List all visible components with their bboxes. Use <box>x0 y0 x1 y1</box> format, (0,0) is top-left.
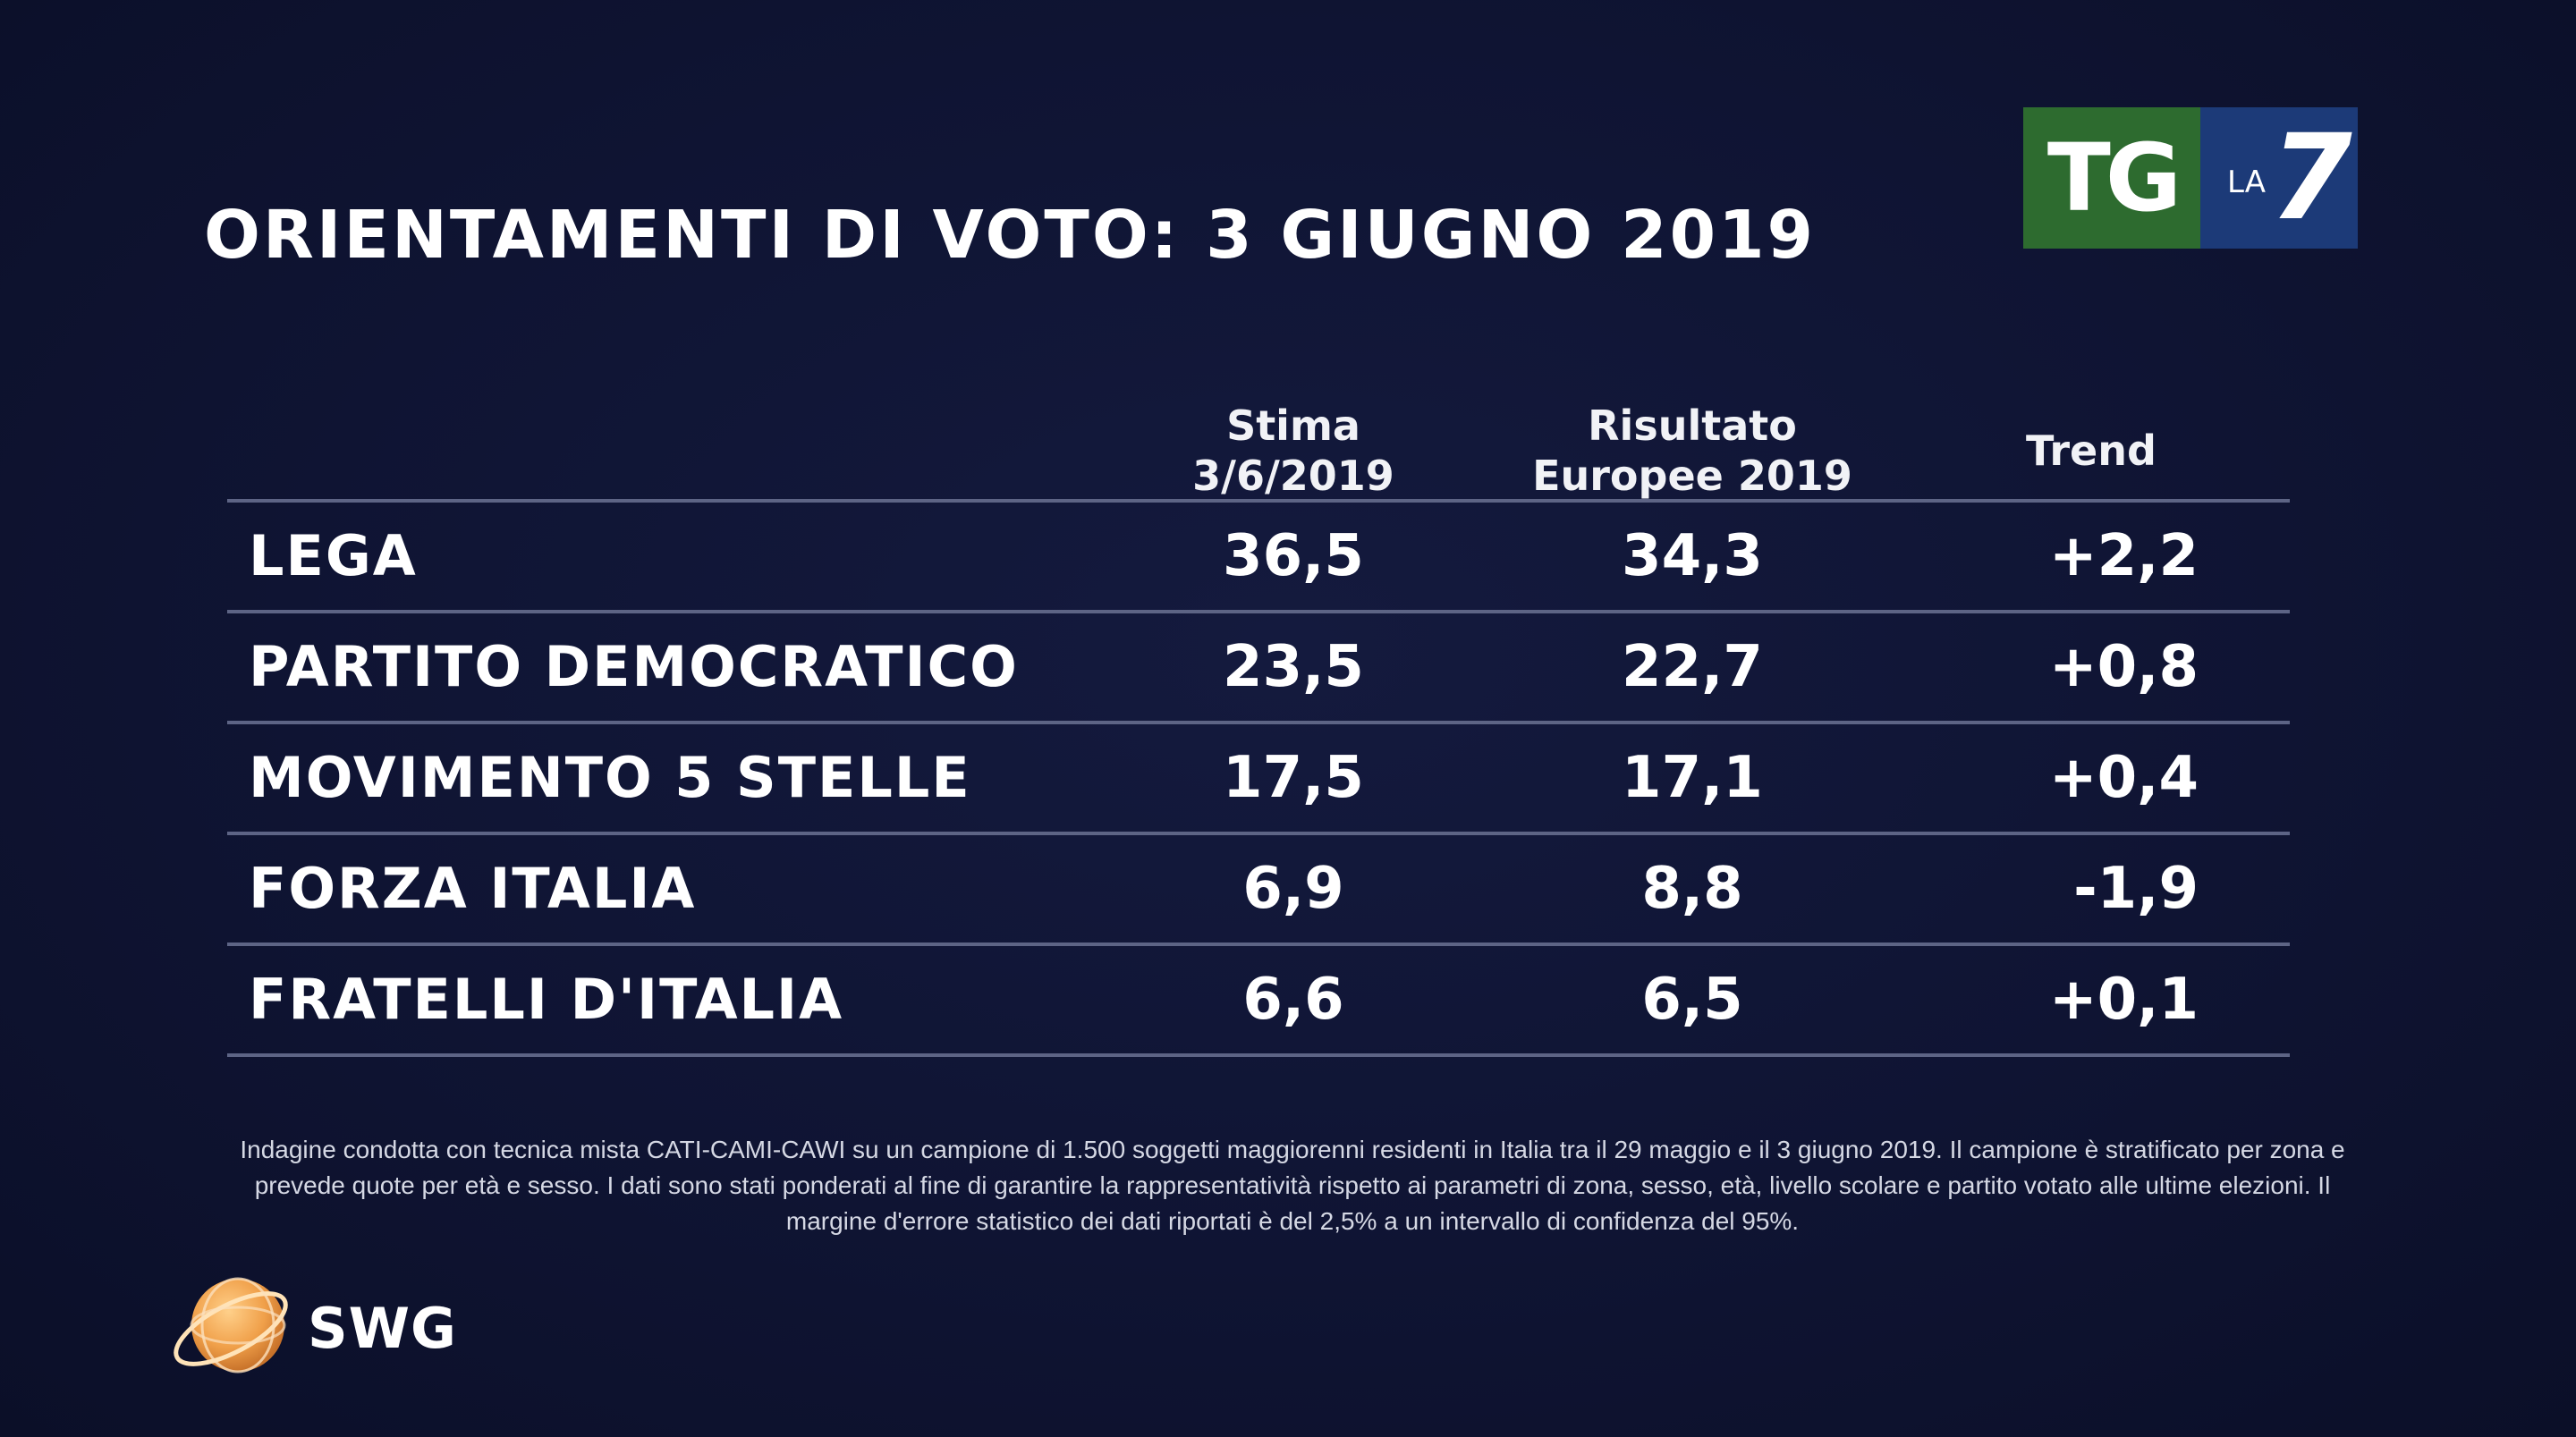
party-name: MOVIMENTO 5 STELLE <box>249 745 971 810</box>
stima-value: 23,5 <box>1223 634 1364 700</box>
globe-icon <box>174 1277 288 1374</box>
poll-table: Stima 3/6/2019 Risultato Europee 2019 Tr… <box>227 393 2290 1057</box>
stima-value: 6,6 <box>1242 967 1344 1033</box>
table-row: LEGA 36,5 34,3 +2,2 <box>227 503 2290 613</box>
swg-brand-name: SWG <box>308 1295 457 1361</box>
table-row: FRATELLI D'ITALIA 6,6 6,5 +0,1 <box>227 946 2290 1057</box>
risultato-value: 17,1 <box>1622 745 1763 811</box>
la7-logo-block: LA 7 <box>2200 107 2358 249</box>
methodology-note: Indagine condotta con tecnica mista CATI… <box>240 1136 2345 1235</box>
stima-value: 36,5 <box>1223 523 1364 589</box>
header-risultato-line1: Risultato <box>1588 402 1797 450</box>
party-name: FRATELLI D'ITALIA <box>249 967 844 1032</box>
header-risultato-line2: Europee 2019 <box>1532 452 1852 500</box>
risultato-value: 22,7 <box>1622 634 1763 700</box>
seven-logo-text: 7 <box>2270 109 2352 247</box>
party-name: FORZA ITALIA <box>249 856 697 921</box>
risultato-value: 6,5 <box>1641 967 1743 1033</box>
table-header: Stima 3/6/2019 Risultato Europee 2019 Tr… <box>227 393 2290 503</box>
page-title: ORIENTAMENTI DI VOTO: 3 GIUGNO 2019 <box>204 197 1817 274</box>
risultato-value: 34,3 <box>1622 523 1763 589</box>
party-name: PARTITO DEMOCRATICO <box>249 634 1019 699</box>
tg-logo-block: TG <box>2023 107 2200 249</box>
trend-value: +0,1 <box>2049 967 2199 1033</box>
la-logo-text: LA <box>2227 165 2266 200</box>
header-stima: Stima 3/6/2019 <box>1106 401 1481 501</box>
table-row: PARTITO DEMOCRATICO 23,5 22,7 +0,8 <box>227 613 2290 724</box>
table-row: FORZA ITALIA 6,9 8,8 -1,9 <box>227 835 2290 946</box>
table-row: MOVIMENTO 5 STELLE 17,5 17,1 +0,4 <box>227 724 2290 835</box>
trend-value: -1,9 <box>2073 856 2199 922</box>
party-name: LEGA <box>249 523 418 588</box>
tg-la7-logo: TG LA 7 <box>2023 107 2358 249</box>
header-trend: Trend <box>2026 427 2157 475</box>
header-risultato: Risultato Europee 2019 <box>1504 401 1880 501</box>
header-stima-line1: Stima <box>1226 402 1360 450</box>
swg-logo: SWG <box>168 1270 457 1386</box>
risultato-value: 8,8 <box>1641 856 1743 922</box>
trend-value: +0,4 <box>2049 745 2199 811</box>
header-stima-line2: 3/6/2019 <box>1192 452 1394 500</box>
trend-value: +0,8 <box>2049 634 2199 700</box>
stima-value: 17,5 <box>1223 745 1364 811</box>
stima-value: 6,9 <box>1242 856 1344 922</box>
trend-value: +2,2 <box>2049 523 2199 589</box>
